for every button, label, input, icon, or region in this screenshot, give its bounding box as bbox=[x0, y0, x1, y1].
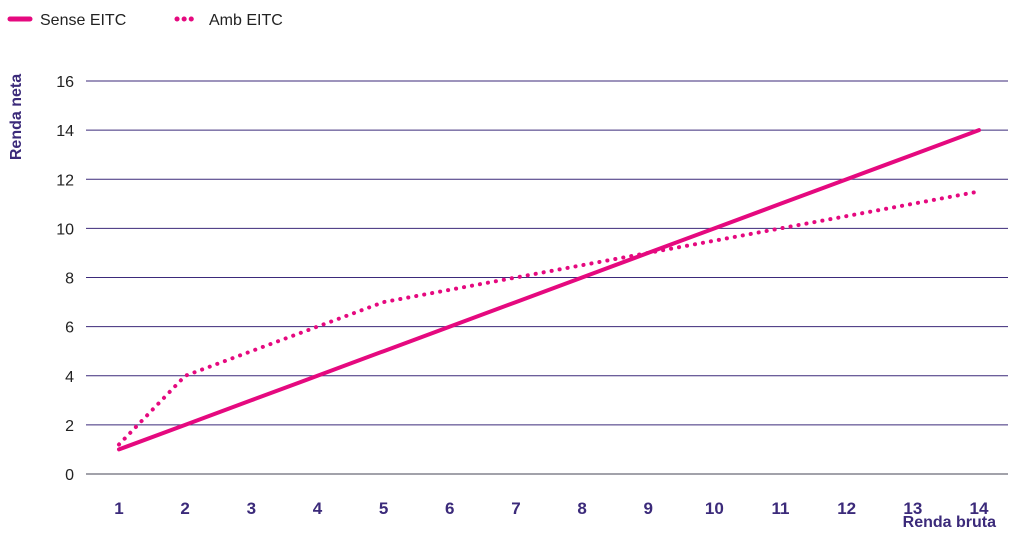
x-tick-label: 7 bbox=[511, 499, 520, 518]
legend: Sense EITC Amb EITC bbox=[7, 12, 283, 29]
x-tick-label: 6 bbox=[445, 499, 454, 518]
x-tick-label: 10 bbox=[705, 499, 724, 518]
y-tick-label: 0 bbox=[65, 467, 74, 484]
y-tick-label: 4 bbox=[65, 369, 74, 386]
y-tick-label: 14 bbox=[56, 123, 74, 140]
y-ticks: 0 2 4 6 8 10 12 14 16 bbox=[56, 74, 74, 484]
x-tick-label: 1 bbox=[114, 499, 123, 518]
y-tick-label: 10 bbox=[56, 221, 74, 238]
y-tick-label: 12 bbox=[56, 172, 74, 189]
x-tick-label: 8 bbox=[577, 499, 586, 518]
series-layer bbox=[117, 128, 981, 452]
x-tick-label: 13 bbox=[903, 499, 922, 518]
x-tick-label: 9 bbox=[643, 499, 652, 518]
series-line-sense-eitc bbox=[117, 128, 981, 452]
y-tick-label: 6 bbox=[65, 320, 74, 337]
x-tick-label: 11 bbox=[772, 499, 790, 518]
y-tick-label: 8 bbox=[65, 271, 74, 288]
legend-label-sense-eitc: Sense EITC bbox=[40, 12, 126, 29]
x-ticks: 1 2 3 4 5 6 7 8 9 10 11 12 13 14 bbox=[114, 499, 989, 518]
grid bbox=[86, 80, 1008, 475]
legend-label-amb-eitc: Amb EITC bbox=[209, 12, 283, 29]
x-tick-label: 14 bbox=[970, 499, 989, 518]
series-line-amb-eitc bbox=[117, 189, 981, 447]
y-axis-label: Renda neta bbox=[8, 74, 25, 160]
x-tick-label: 3 bbox=[247, 499, 256, 518]
x-tick-label: 5 bbox=[379, 499, 388, 518]
x-axis-label: Renda bruta bbox=[903, 514, 996, 531]
x-tick-label: 2 bbox=[180, 499, 189, 518]
y-tick-label: 2 bbox=[65, 418, 74, 435]
x-tick-label: 4 bbox=[313, 499, 323, 518]
y-tick-label: 16 bbox=[56, 74, 74, 91]
x-tick-label: 12 bbox=[837, 499, 856, 518]
